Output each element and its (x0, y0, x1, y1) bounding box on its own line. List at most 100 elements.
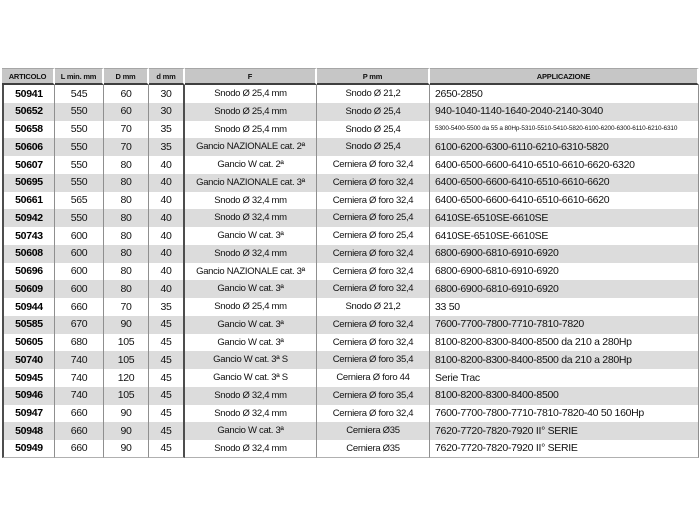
table-cell: 8100-8200-8300-8400-8500 (430, 386, 699, 405)
table-cell: 45 (149, 386, 185, 405)
table-cell: 50743 (2, 227, 55, 245)
table-cell: 550 (55, 173, 104, 192)
table-cell: Cerniera Ø foro 32,4 (317, 244, 430, 263)
table-cell: 45 (149, 351, 185, 369)
table-cell: Gancio W cat. 3ª (185, 280, 317, 298)
table-cell: Snodo Ø 32,4 mm (185, 209, 317, 227)
table-cell: Cerniera Ø foro 32,4 (317, 315, 430, 334)
table-cell: 7600-7700-7800-7710-7810-7820 (430, 315, 699, 334)
table-cell: 50946 (2, 386, 55, 405)
table-cell: Cerniera Ø foro 35,4 (317, 386, 430, 405)
table-cell: Snodo Ø 32,4 mm (185, 244, 317, 263)
table-cell: 7600-7700-7800-7710-7810-7820-40 50 160H… (430, 404, 699, 423)
table-cell: 105 (104, 333, 149, 352)
table-cell: 70 (104, 120, 149, 139)
table-cell: 90 (104, 315, 149, 334)
table-cell: Cerniera Ø foro 35,4 (317, 351, 430, 369)
table-cell: 660 (55, 440, 104, 458)
table-cell: 50696 (2, 262, 55, 281)
table-cell: Snodo Ø 21,2 (317, 298, 430, 316)
table-cell: 60 (104, 102, 149, 121)
table-cell: 50585 (2, 315, 55, 334)
table-cell: 45 (149, 440, 185, 458)
table-cell: Snodo Ø 25,4 mm (185, 102, 317, 121)
table-cell: 6100-6200-6300-6110-6210-6310-5820 (430, 138, 699, 156)
column-header-f: F (185, 68, 317, 85)
table-cell: 30 (149, 85, 185, 103)
table-cell: 105 (104, 386, 149, 405)
table-cell: Cerniera Ø foro 25,4 (317, 209, 430, 227)
table-cell: 50658 (2, 120, 55, 139)
table-cell: Cerniera Ø foro 32,4 (317, 333, 430, 352)
table-cell: 90 (104, 440, 149, 458)
table-cell: 35 (149, 298, 185, 316)
table-cell: 8100-8200-8300-8400-8500 da 210 a 280Hp (430, 351, 699, 369)
table-cell: 6800-6900-6810-6910-6920 (430, 280, 699, 298)
table-cell: 45 (149, 404, 185, 423)
table-cell: 50695 (2, 173, 55, 192)
table-cell: Cerniera Ø foro 32,4 (317, 156, 430, 174)
table-cell: 50949 (2, 440, 55, 458)
table-cell: 80 (104, 173, 149, 192)
column-header-d-mm: d mm (149, 68, 185, 85)
table-cell: 6400-6500-6600-6410-6510-6610-6620-6320 (430, 156, 699, 174)
table-cell: Gancio W cat. 3ª (185, 315, 317, 334)
table-cell: 600 (55, 227, 104, 245)
table-cell: Snodo Ø 25,4 mm (185, 120, 317, 139)
table-cell: 50947 (2, 404, 55, 423)
table-cell: Gancio NAZIONALE cat. 3ª (185, 262, 317, 281)
table-cell: 660 (55, 404, 104, 423)
table-cell: 940-1040-1140-1640-2040-2140-3040 (430, 102, 699, 121)
table-cell: Snodo Ø 32,4 mm (185, 404, 317, 423)
table-cell: Cerniera Ø foro 44 (317, 369, 430, 387)
table-cell: 105 (104, 351, 149, 369)
table-cell: 50740 (2, 351, 55, 369)
table-cell: 550 (55, 102, 104, 121)
table-cell: 33 50 (430, 298, 699, 316)
table-cell: 550 (55, 209, 104, 227)
table-cell: 545 (55, 85, 104, 103)
table-cell: Cerniera Ø35 (317, 440, 430, 458)
table-cell: 50609 (2, 280, 55, 298)
column-header-l-min-mm: L min. mm (55, 68, 104, 85)
table-cell: 660 (55, 298, 104, 316)
table-cell: Gancio NAZIONALE cat. 2ª (185, 138, 317, 156)
table-cell: 40 (149, 280, 185, 298)
table-cell: 50941 (2, 85, 55, 103)
table-cell: Gancio W cat. 2ª (185, 156, 317, 174)
table-cell: 80 (104, 227, 149, 245)
table-cell: 5300-5400-5500 da 55 a 80Hp-5310-5510-54… (430, 120, 699, 139)
table-cell: 40 (149, 244, 185, 263)
table-cell: Cerniera Ø foro 32,4 (317, 191, 430, 210)
table-cell: Snodo Ø 32,4 mm (185, 440, 317, 458)
table-cell: 6800-6900-6810-6910-6920 (430, 244, 699, 263)
table-cell: Cerniera Ø foro 32,4 (317, 404, 430, 423)
table-cell: Cerniera Ø foro 32,4 (317, 280, 430, 298)
table-cell: 7620-7720-7820-7920 II° SERIE (430, 440, 699, 458)
table-cell: 35 (149, 120, 185, 139)
table-cell: 550 (55, 120, 104, 139)
table-cell: 80 (104, 156, 149, 174)
table-cell: Gancio W cat. 3ª (185, 227, 317, 245)
table-cell: Gancio W cat. 3ª (185, 333, 317, 352)
table-cell: 50605 (2, 333, 55, 352)
table-cell: Snodo Ø 25,4 (317, 102, 430, 121)
table-cell: 30 (149, 102, 185, 121)
table-cell: 740 (55, 386, 104, 405)
table-cell: 2650-2850 (430, 85, 699, 103)
column-header-p-mm: P mm (317, 68, 430, 85)
table-cell: 6400-6500-6600-6410-6510-6610-6620 (430, 173, 699, 192)
table-cell: 6400-6500-6600-6410-6510-6610-6620 (430, 191, 699, 210)
table-cell: Gancio W cat. 3ª S (185, 369, 317, 387)
table-cell: 90 (104, 404, 149, 423)
table-cell: 50606 (2, 138, 55, 156)
table-cell: 40 (149, 191, 185, 210)
table-cell: 80 (104, 262, 149, 281)
column-header-applicazione: APPLICAZIONE (430, 68, 699, 85)
table-cell: 70 (104, 298, 149, 316)
table-cell: Gancio NAZIONALE cat. 3ª (185, 173, 317, 192)
table-cell: Cerniera Ø foro 25,4 (317, 227, 430, 245)
table-cell: 50607 (2, 156, 55, 174)
table-cell: Serie Trac (430, 369, 699, 387)
